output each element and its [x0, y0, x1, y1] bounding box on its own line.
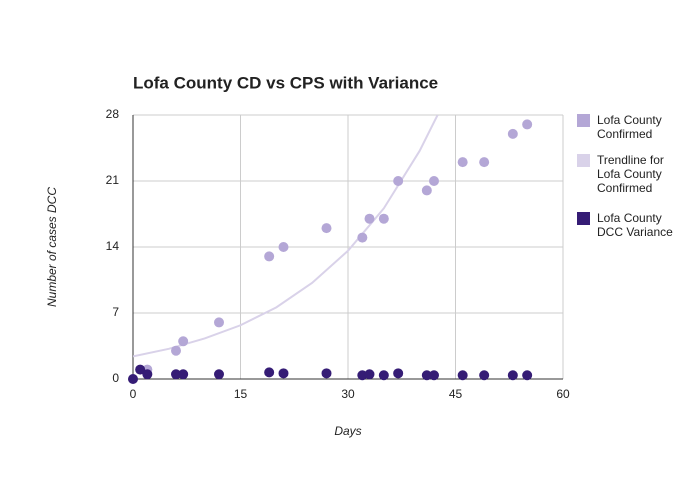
- data-point: [457, 157, 468, 168]
- legend-label: Lofa County Confirmed: [597, 113, 662, 141]
- data-point: [421, 370, 432, 381]
- data-point: [171, 345, 181, 356]
- data-point: [264, 251, 275, 262]
- data-point: [364, 369, 375, 380]
- legend-item: Lofa County Confirmed: [577, 113, 677, 141]
- legend-swatch: [577, 114, 590, 127]
- data-point: [421, 185, 432, 196]
- data-point: [321, 223, 332, 234]
- legend-swatch: [577, 212, 590, 225]
- y-tick-label: 14: [106, 239, 120, 253]
- x-tick-label: 45: [449, 387, 463, 401]
- legend-swatch: [577, 154, 590, 167]
- legend-label: Trendline for Lofa County Confirmed: [597, 153, 664, 195]
- data-point: [321, 368, 332, 379]
- x-tick-label: 0: [130, 387, 137, 401]
- data-point: [214, 317, 224, 328]
- data-point: [364, 213, 375, 224]
- x-tick-label: 60: [556, 387, 570, 401]
- data-point: [393, 176, 404, 186]
- data-point: [264, 367, 275, 378]
- y-tick-label: 28: [106, 107, 120, 121]
- data-point: [171, 369, 181, 380]
- y-axis-title: Number of cases DCC: [45, 187, 59, 307]
- trendline: [133, 115, 439, 358]
- legend-label: Lofa County DCC Variance: [597, 211, 673, 239]
- data-point: [178, 336, 189, 347]
- y-tick-label: 0: [112, 371, 119, 385]
- data-point: [135, 364, 146, 375]
- data-point: [214, 369, 224, 380]
- data-point: [429, 370, 439, 381]
- x-axis-title: Days: [334, 424, 361, 438]
- data-point: [507, 128, 518, 139]
- data-point: [357, 232, 368, 243]
- data-point: [522, 119, 533, 130]
- legend-item: Lofa County DCC Variance: [577, 211, 677, 239]
- data-point: [178, 369, 189, 380]
- chart-title: Lofa County CD vs CPS with Variance: [133, 73, 438, 92]
- data-point: [378, 370, 389, 381]
- legend-item: Trendline for Lofa County Confirmed: [577, 153, 677, 195]
- x-tick-label: 15: [234, 387, 248, 401]
- data-point: [479, 370, 490, 381]
- data-point: [507, 370, 518, 381]
- data-point: [522, 370, 533, 381]
- data-point: [378, 213, 389, 224]
- data-point: [278, 242, 289, 252]
- data-point: [429, 176, 439, 186]
- data-point: [479, 157, 490, 168]
- data-point: [128, 374, 138, 384]
- data-point: [278, 368, 289, 379]
- data-point: [142, 369, 153, 380]
- y-tick-label: 21: [106, 173, 120, 187]
- x-tick-label: 30: [341, 387, 355, 401]
- data-point: [457, 370, 468, 381]
- y-tick-label: 7: [112, 305, 119, 319]
- data-point: [393, 368, 404, 379]
